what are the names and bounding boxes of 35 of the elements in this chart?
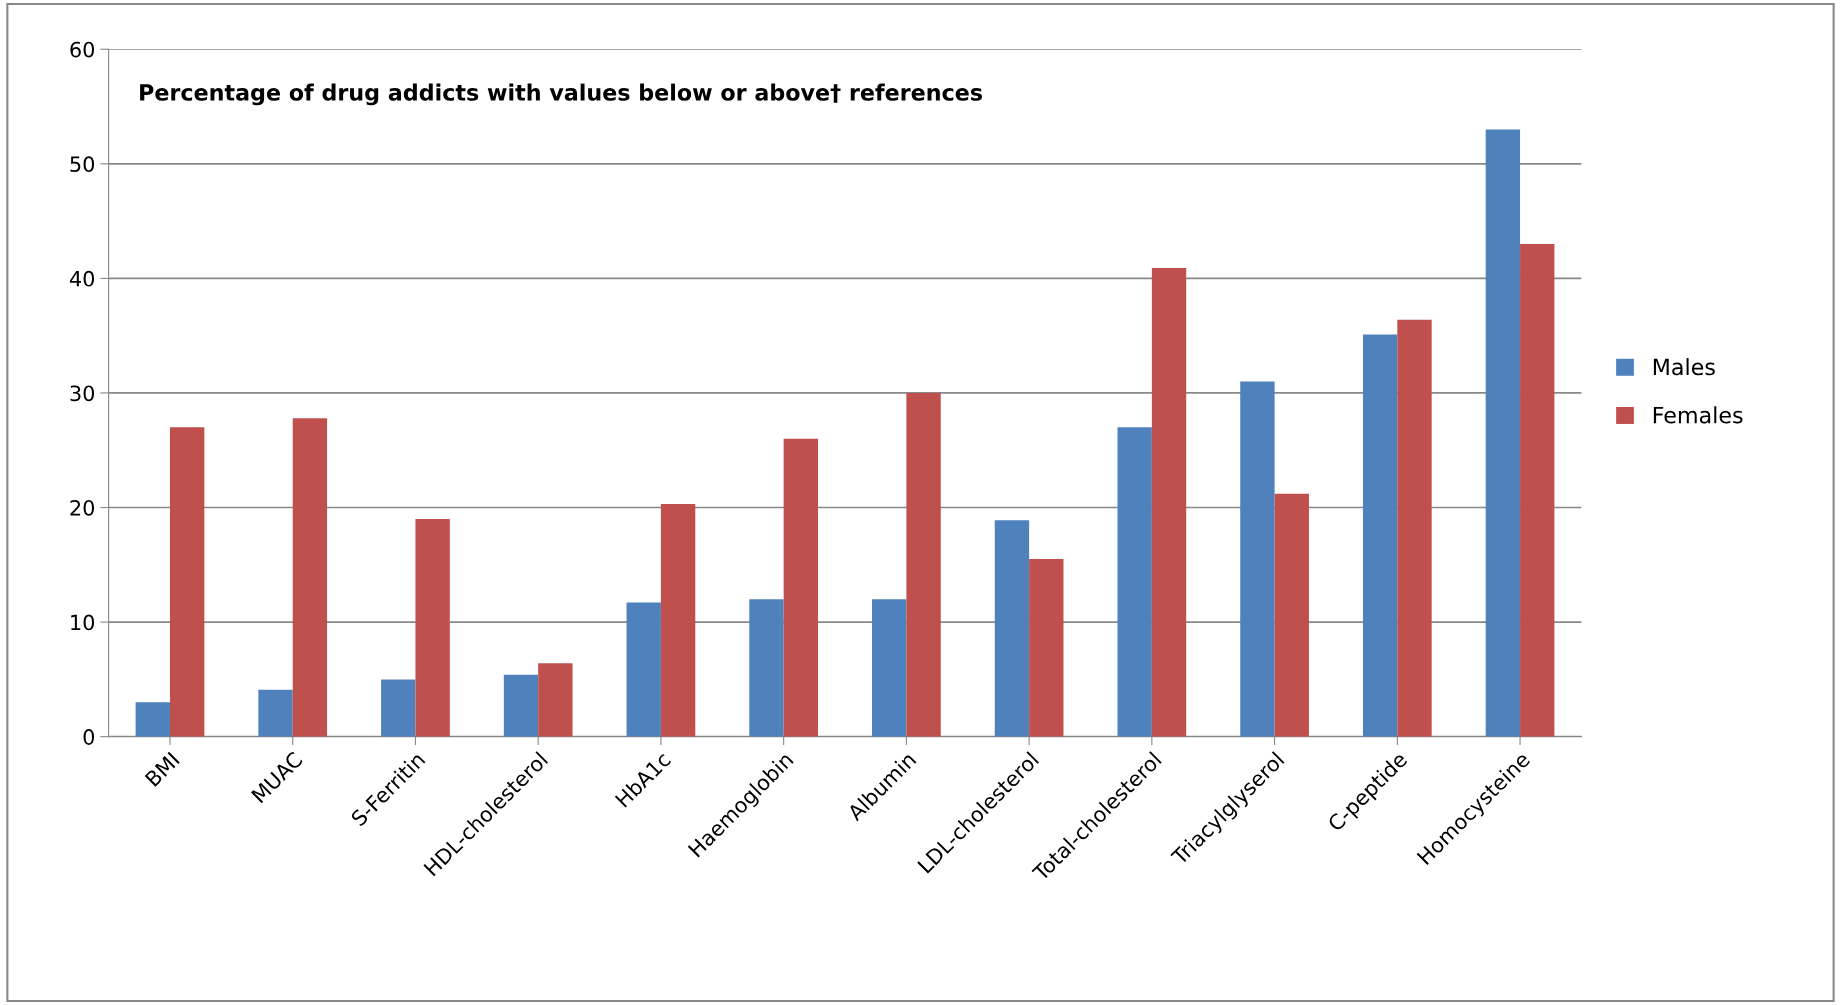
bar: [258, 689, 293, 737]
bar: [415, 518, 450, 737]
bar: [783, 438, 819, 737]
bar: [1485, 129, 1521, 737]
bar: [1117, 427, 1152, 737]
text: Percentage of drug addicts with values below or above† references: [140, 83, 982, 106]
bar: [1520, 244, 1555, 737]
bar: [1240, 381, 1275, 737]
bar: [292, 418, 328, 737]
y-tick-label: 20: [70, 499, 95, 516]
bar: [169, 427, 205, 737]
bar: [538, 663, 573, 737]
bar: [906, 392, 941, 737]
bar: [1151, 268, 1187, 737]
bar: [1274, 493, 1309, 737]
bar: [660, 504, 696, 737]
bar: [1029, 559, 1064, 737]
bar: [1397, 319, 1432, 737]
legend-label: Females: [1653, 406, 1743, 424]
y-tick-label: 10: [71, 614, 95, 631]
legend-label: Males: [1653, 358, 1715, 376]
bar: [994, 520, 1030, 737]
bar: [135, 702, 170, 737]
bar: [626, 602, 661, 737]
y-tick-label: 40: [69, 270, 95, 287]
y-tick-label: 0: [83, 729, 95, 745]
y-tick-label: 50: [70, 156, 95, 173]
bar: [503, 674, 539, 737]
y-tick-label: 60: [70, 41, 95, 58]
bar: [872, 599, 907, 737]
bar: [749, 599, 784, 737]
bar: [1362, 334, 1398, 737]
y-tick-label: 30: [70, 385, 95, 402]
x-tick-label: BMI: [144, 751, 180, 787]
bar: [381, 679, 416, 737]
